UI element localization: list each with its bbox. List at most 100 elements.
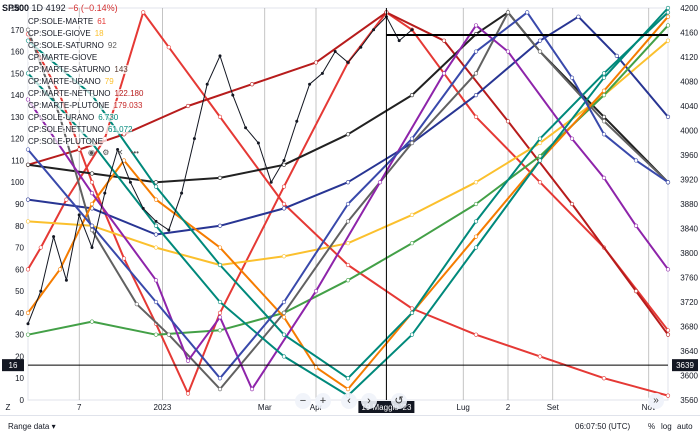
- legend-item[interactable]: CP:MARTE-NETTUNO 122.180: [28, 89, 144, 98]
- right-axis-tick: 3960: [680, 151, 698, 160]
- auto-toggle[interactable]: auto: [677, 422, 693, 431]
- series-point: [665, 328, 671, 333]
- series-point: [601, 119, 607, 124]
- symbol-name: SP500: [2, 3, 30, 13]
- series-point: [441, 71, 447, 76]
- left-axis-tick: 60: [15, 265, 24, 274]
- series-point: [537, 49, 543, 54]
- series-point: [89, 228, 95, 233]
- legend-label: CP:MARTE-URANO: [28, 77, 101, 86]
- legend-label: CP:SOLE-SATURNO: [28, 41, 104, 50]
- series-point: [185, 103, 191, 109]
- legend-value: 143: [114, 65, 128, 74]
- series-point: [89, 223, 95, 228]
- x-axis-tick: 7: [77, 403, 82, 412]
- left-axis-tick: 0: [20, 396, 25, 405]
- price-value: 4192: [45, 3, 66, 13]
- collapse-button[interactable]: »: [648, 393, 664, 409]
- percent-toggle[interactable]: %: [648, 422, 656, 431]
- series-point: [217, 315, 223, 320]
- price-point: [154, 219, 158, 223]
- series-point: [89, 319, 95, 324]
- scroll-left-button[interactable]: ‹: [341, 393, 357, 409]
- series-point: [345, 201, 351, 207]
- series-point: [89, 171, 95, 176]
- series-point: [505, 10, 511, 15]
- series-point: [217, 175, 223, 180]
- left-axis-tick: 50: [15, 287, 24, 296]
- zoom-out-button[interactable]: −: [295, 393, 311, 409]
- legend-item[interactable]: CP:SOLE-NETTUNO 61.072: [28, 125, 133, 134]
- reset-chart-button[interactable]: ↺: [391, 393, 407, 409]
- series-point: [441, 38, 447, 43]
- price-point: [231, 93, 235, 97]
- series-point: [89, 191, 95, 196]
- log-toggle[interactable]: log: [661, 422, 672, 431]
- right-axis-tick: 3880: [680, 200, 698, 209]
- left-axis-tick: 80: [15, 222, 24, 231]
- gear-icon[interactable]: ⚙: [102, 148, 110, 157]
- series-point: [217, 387, 223, 392]
- x-axis-tick: Lug: [457, 403, 470, 412]
- series-point: [345, 387, 351, 392]
- left-axis-tick: 90: [15, 200, 24, 209]
- legend-item[interactable]: CP:MARTE-SATURNO 143: [28, 65, 128, 74]
- legend-item[interactable]: CP:MARTE-URANO 79: [28, 77, 114, 86]
- legend-item[interactable]: CP:SOLE-PLUTONE: [28, 137, 107, 146]
- more-icon[interactable]: •••: [130, 148, 139, 157]
- clock-label[interactable]: 06:07:50 (UTC): [575, 422, 631, 431]
- x-axis-tick: 2023: [154, 403, 172, 412]
- interval-label: 1D: [31, 3, 44, 13]
- left-axis-tick: 70: [15, 244, 24, 253]
- price-point: [308, 82, 312, 86]
- series-point: [281, 184, 287, 189]
- series-point: [665, 114, 671, 119]
- x-axis-tick: 2: [506, 403, 511, 412]
- legend-label: CP:SOLE-URANO: [28, 113, 95, 122]
- eye-icon[interactable]: ◉: [88, 148, 95, 157]
- series-point: [25, 147, 31, 152]
- series-point: [345, 241, 351, 246]
- series-point: [409, 310, 415, 315]
- series-point: [537, 140, 543, 146]
- series-point: [409, 332, 415, 337]
- legend-item[interactable]: CP:SOLE-URANO 6.730: [28, 113, 119, 122]
- price-point: [282, 158, 286, 162]
- left-axis-tick: 130: [11, 113, 25, 122]
- right-axis-tick: 3640: [680, 347, 698, 356]
- series-point: [134, 302, 139, 307]
- series-line: [27, 24, 669, 391]
- price-point: [320, 71, 324, 75]
- legend-item[interactable]: CP:SOLE-SATURNO 92: [28, 41, 117, 50]
- zoom-in-button[interactable]: +: [315, 393, 331, 409]
- symbol-header[interactable]: SP500 1D 4192 −6 (−0.14%): [2, 3, 118, 13]
- series-point: [153, 232, 159, 237]
- series-point: [665, 332, 671, 337]
- scroll-right-button[interactable]: ›: [361, 393, 377, 409]
- series-point: [281, 206, 287, 211]
- series-point: [473, 93, 479, 98]
- series-point: [473, 219, 479, 224]
- series-point: [25, 267, 31, 272]
- legend-item[interactable]: CP:MARTE-GIOVE: [28, 53, 102, 62]
- series-point: [633, 289, 639, 294]
- left-axis-tick: 140: [11, 91, 25, 100]
- series-point: [473, 71, 479, 76]
- right-axis-tick: 3680: [680, 323, 698, 332]
- legend-value: 92: [107, 41, 117, 50]
- close-icon[interactable]: ✕: [116, 148, 124, 157]
- x-axis-tick: Apr: [310, 403, 323, 412]
- series-point: [537, 158, 543, 163]
- price-point: [295, 119, 299, 123]
- price-point: [269, 180, 273, 184]
- legend-item[interactable]: CP:SOLE-GIOVE 18: [28, 29, 104, 38]
- series-point: [569, 136, 575, 141]
- right-axis-tick: 3920: [680, 176, 698, 185]
- price-point: [244, 126, 248, 130]
- right-axis-tick: 4080: [680, 78, 698, 87]
- left-crosshair-bg: [2, 359, 24, 372]
- left-axis-tick: 30: [15, 331, 24, 340]
- range-data-button[interactable]: Range data ▾: [8, 422, 56, 431]
- legend-item[interactable]: CP:MARTE-PLUTONE 179.033: [28, 101, 143, 110]
- legend-item[interactable]: CP:SOLE-MARTE 61: [28, 17, 107, 26]
